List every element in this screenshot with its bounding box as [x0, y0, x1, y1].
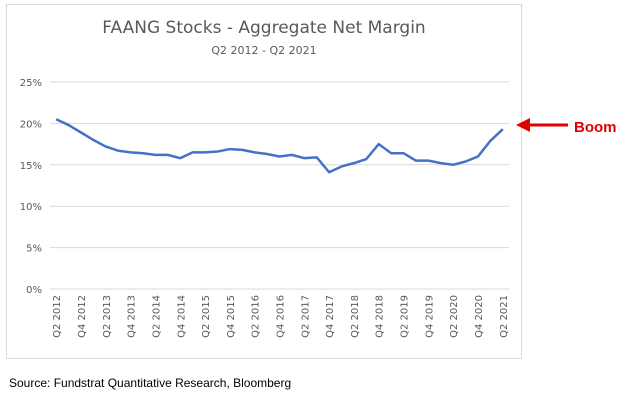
x-tick-label: Q2 2020	[449, 295, 460, 338]
chart-title: FAANG Stocks - Aggregate Net Margin	[102, 18, 425, 38]
x-tick-label: Q4 2018	[375, 295, 386, 338]
x-tick-label: Q4 2017	[325, 295, 336, 338]
y-tick-label: 25%	[20, 78, 42, 89]
y-tick-label: 10%	[20, 202, 42, 213]
boom-annotation: Boom	[574, 119, 617, 136]
x-tick-label: Q4 2012	[77, 295, 88, 338]
chart-subtitle: Q2 2012 - Q2 2021	[211, 44, 316, 57]
chart-frame	[6, 4, 522, 359]
x-tick-label: Q4 2019	[424, 295, 435, 338]
y-tick-label: 20%	[20, 119, 42, 130]
x-tick-label: Q4 2015	[226, 295, 237, 338]
y-tick-label: 15%	[20, 161, 42, 172]
x-tick-label: Q4 2014	[176, 295, 187, 338]
x-tick-label: Q2 2013	[102, 295, 113, 338]
x-tick-label: Q2 2018	[350, 295, 361, 338]
x-tick-label: Q2 2021	[499, 295, 510, 338]
x-tick-label: Q2 2012	[52, 295, 63, 338]
boom-arrow	[516, 118, 568, 132]
y-tick-label: 0%	[26, 285, 42, 296]
source-note: Source: Fundstrat Quantitative Research,…	[9, 376, 292, 390]
x-tick-label: Q2 2017	[300, 295, 311, 338]
x-tick-label: Q4 2013	[127, 295, 138, 338]
x-tick-label: Q2 2016	[251, 295, 262, 338]
x-tick-label: Q2 2014	[151, 295, 162, 338]
x-tick-label: Q4 2016	[276, 295, 287, 338]
x-tick-label: Q2 2019	[400, 295, 411, 338]
y-tick-label: 5%	[26, 244, 42, 255]
x-tick-label: Q4 2020	[474, 295, 485, 338]
x-tick-label: Q2 2015	[201, 295, 212, 338]
